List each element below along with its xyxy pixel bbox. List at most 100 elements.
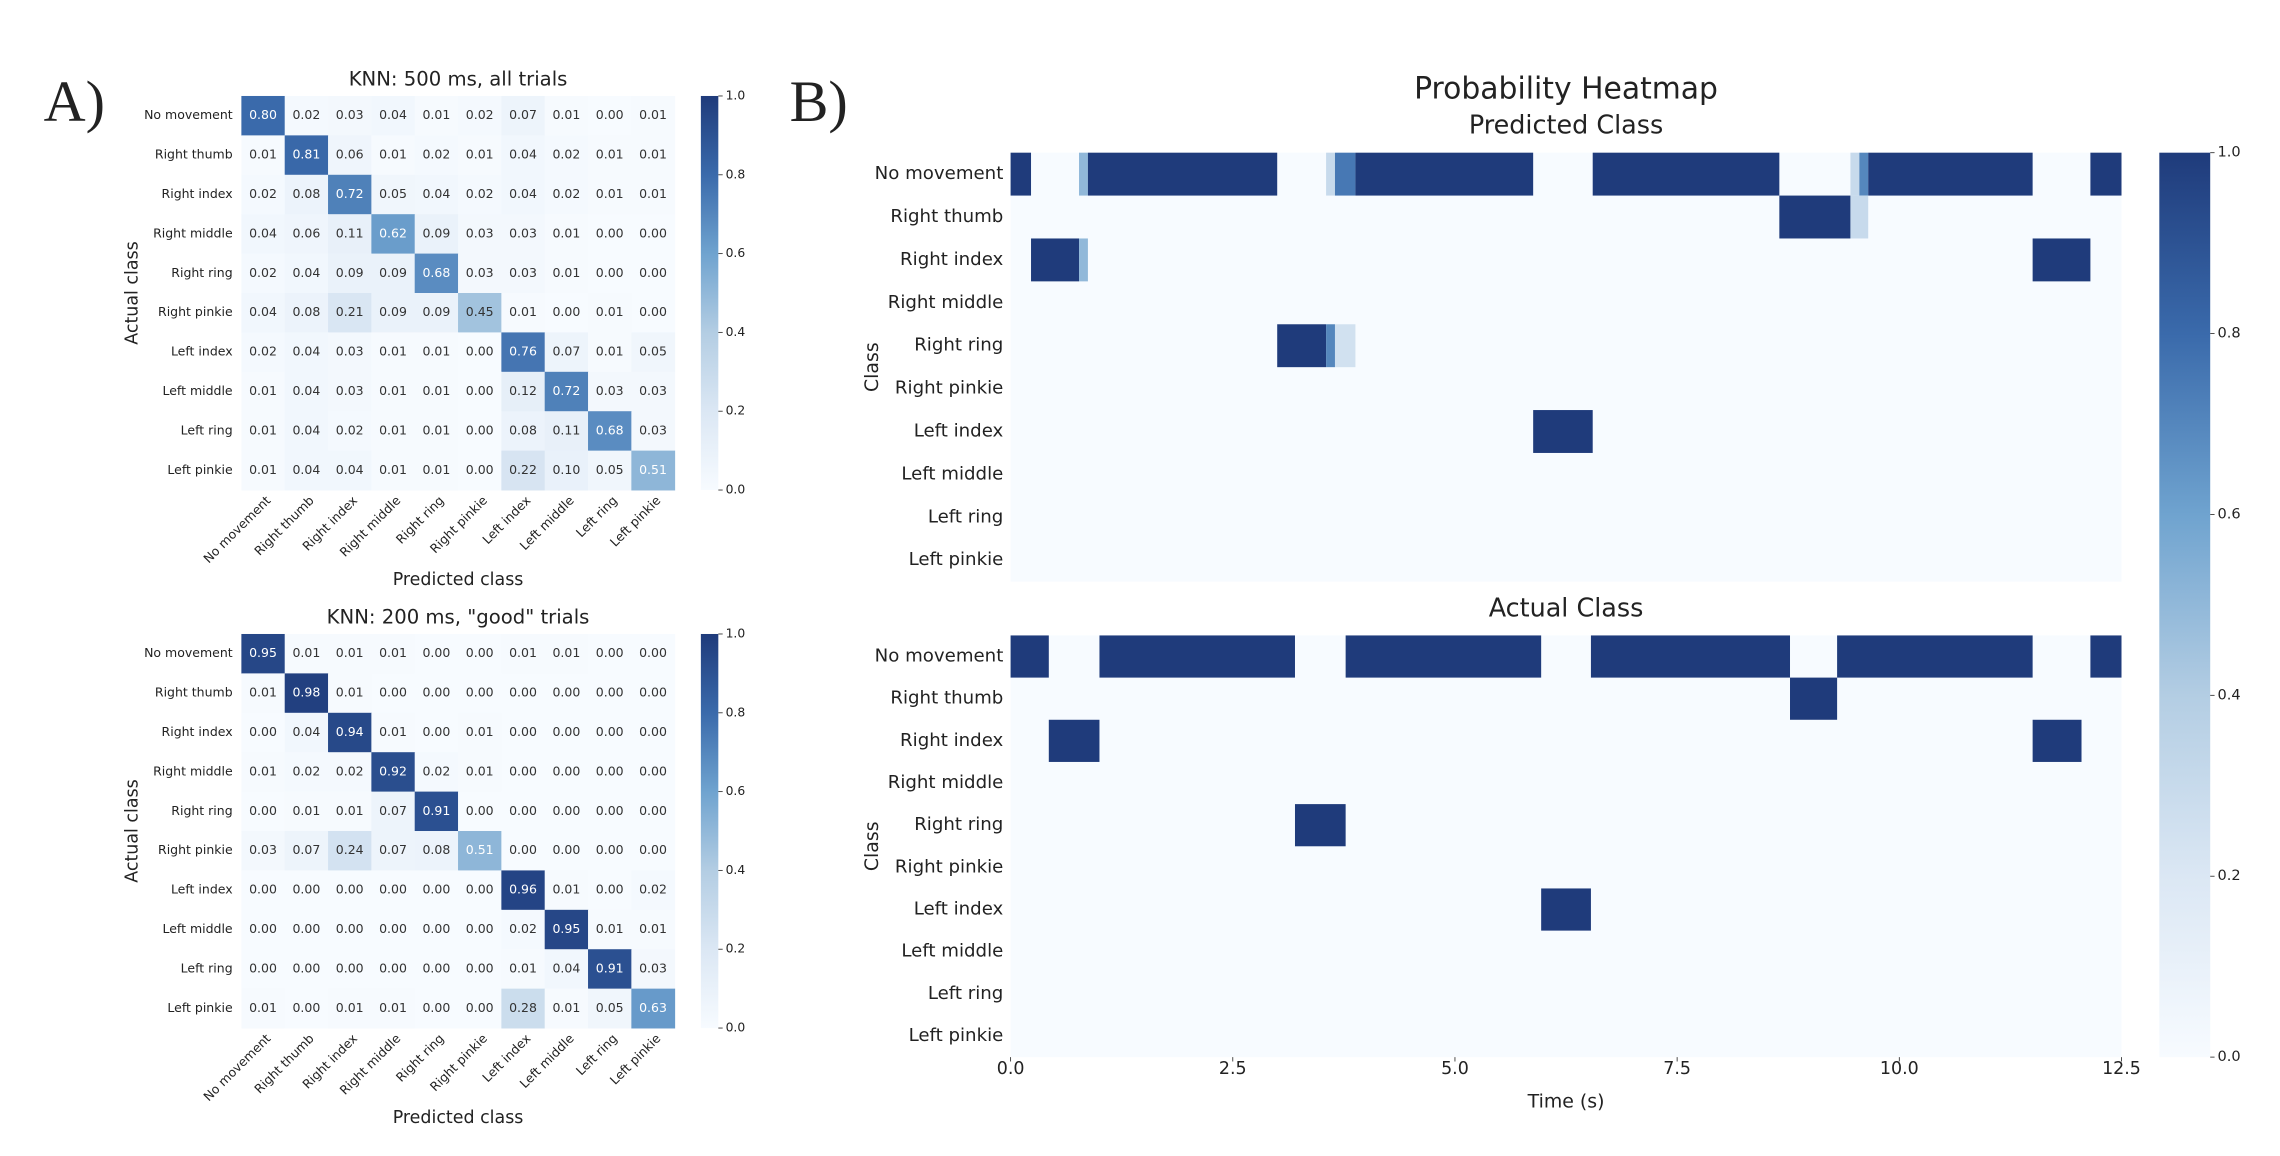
cell [501,633,546,674]
cell-label: 0.01 [509,960,537,975]
cell-label: 0.01 [422,422,450,437]
cell-label: 0.00 [596,645,624,660]
cell-label: 0.00 [552,842,580,857]
cell [458,752,502,793]
cell [414,332,459,373]
cell [241,411,286,452]
cell [371,95,416,136]
cell [1334,324,1356,368]
cell [458,293,502,333]
cell-label: 0.72 [336,186,364,201]
cell [631,791,676,832]
colorbar-tick-label: 0.2 [726,404,746,418]
cell-label: 0.08 [292,186,320,201]
cell [371,253,416,294]
cell [631,752,676,793]
y-tick-label: Right ring [171,265,232,280]
cell-label: 0.03 [336,383,364,398]
cell [241,95,286,136]
cell-label: 0.03 [466,225,494,240]
cell [284,949,329,990]
cell-label: 0.02 [292,107,320,122]
cell [241,712,286,753]
cell [328,870,372,911]
cell-label: 0.03 [466,265,494,280]
cell [1859,152,1869,196]
cell [458,870,502,911]
cell [588,253,632,294]
cell [328,214,372,255]
panel-label: A) [44,69,105,134]
cell-label: 0.01 [422,462,450,477]
cell [1533,410,1593,453]
cell [631,673,676,714]
cell [544,791,589,832]
cell-label: 0.00 [336,882,364,897]
colorbar-tick-label: 0.8 [2217,326,2240,342]
cell-label: 0.03 [336,344,364,359]
cell-label: 0.00 [422,724,450,739]
x-tick-label: 0.0 [997,1059,1025,1079]
cell-label: 0.00 [596,842,624,857]
cell-label: 0.00 [466,422,494,437]
y-tick-label: Right middle [888,772,1004,793]
cell-label: 0.01 [292,803,320,818]
cell-label: 0.04 [422,186,450,201]
cell [371,214,416,255]
colorbar-tick-label: 0.4 [726,325,746,339]
cell-label: 0.00 [292,882,320,897]
cell-label: 0.05 [596,1000,624,1015]
cell-label: 0.01 [509,304,537,319]
cell [2032,238,2091,282]
cell [588,450,632,491]
cell-label: 0.03 [509,225,537,240]
cell [328,135,372,176]
cell [284,831,329,871]
cell [2032,719,2082,762]
cell [501,752,546,793]
x-axis-label: Predicted class [393,570,524,590]
cell-label: 0.00 [552,304,580,319]
y-tick-label: Right ring [171,803,232,818]
cell-label: 0.00 [292,960,320,975]
cell [458,95,502,136]
cell [501,870,546,911]
cell [501,293,546,333]
cell-label: 0.09 [422,225,450,240]
cell-label: 0.00 [596,882,624,897]
cell-label: 0.92 [379,763,407,778]
cell [501,988,546,1029]
cell [631,988,676,1029]
cell-label: 0.00 [639,685,667,700]
cell-label: 0.04 [292,422,320,437]
cell [284,332,329,373]
cell-label: 0.00 [292,921,320,936]
cell-label: 0.01 [379,147,407,162]
x-tick-label: 2.5 [1219,1059,1247,1079]
cell-label: 0.06 [336,147,364,162]
cell [1326,324,1335,368]
cell [284,712,329,753]
colorbar-tick-label: 0.2 [2217,868,2240,884]
cell [371,909,416,950]
y-axis-label: Class [861,821,883,871]
cell [544,831,589,871]
cell-label: 0.01 [249,462,277,477]
y-tick-label: Left ring [928,983,1003,1004]
y-tick-label: Right index [162,724,233,739]
y-tick-label: Left middle [162,921,232,936]
cell-label: 0.01 [596,304,624,319]
cell [544,909,589,950]
colorbar-tick-label: 0.0 [726,483,746,497]
cell [1087,152,1278,196]
cell-label: 0.01 [596,344,624,359]
cell [588,909,632,950]
y-tick-label: Right middle [153,225,233,240]
cell [371,371,416,412]
cell [1345,635,1542,678]
cell-label: 0.01 [466,147,494,162]
cell-label: 0.00 [466,882,494,897]
cell [241,752,286,793]
cell [284,909,329,950]
cell-label: 0.01 [552,645,580,660]
